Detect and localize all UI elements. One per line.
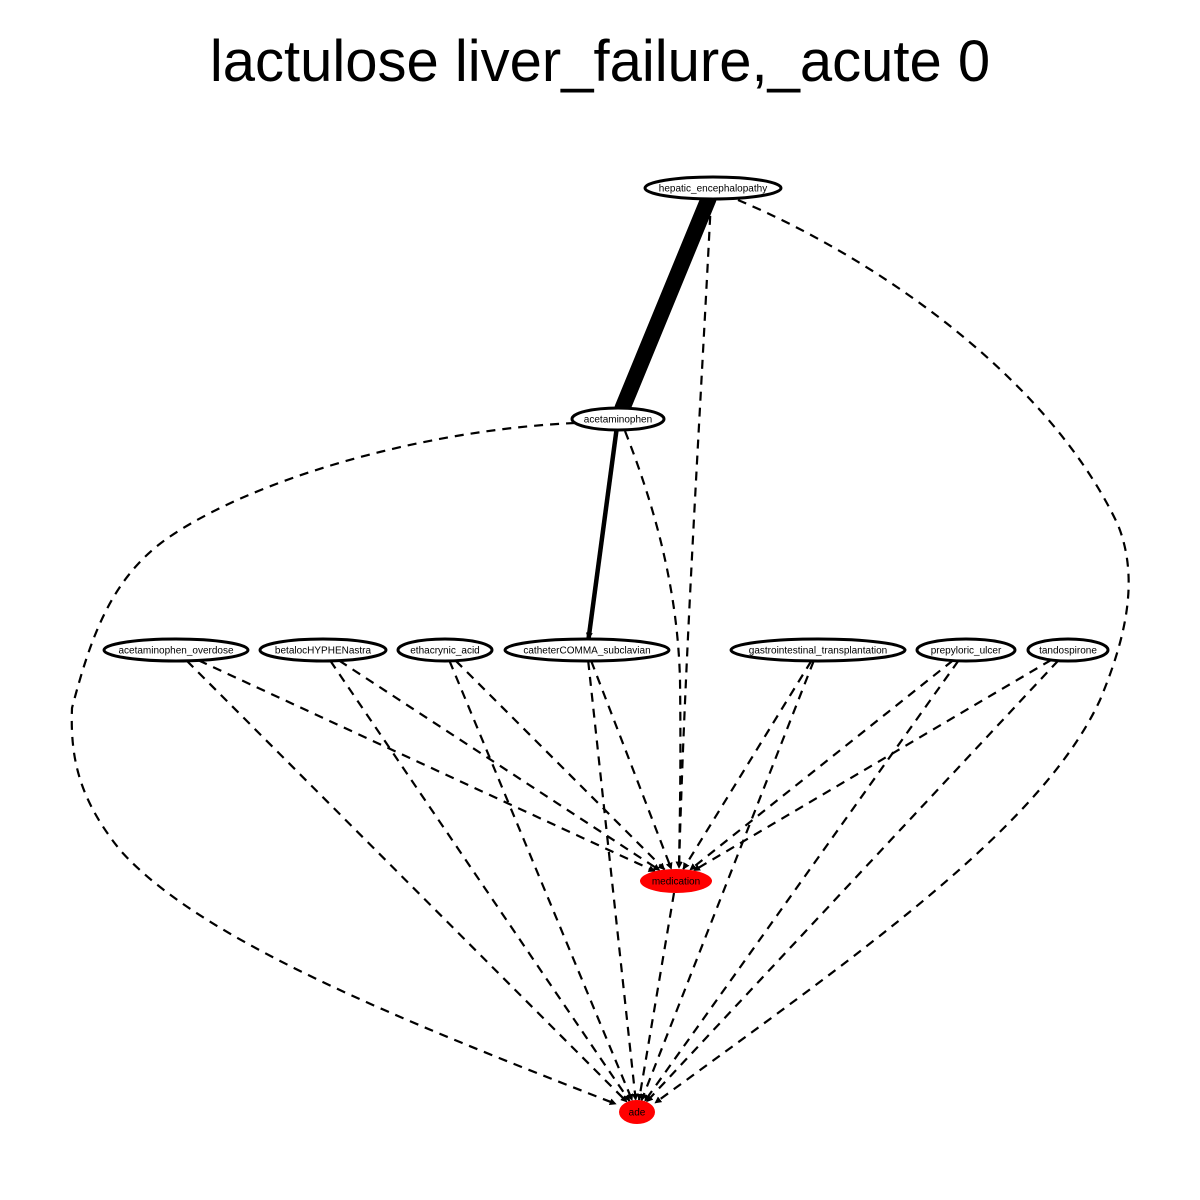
node-shape — [915, 637, 1017, 663]
edge-medication-to-ade — [636, 892, 676, 1101]
node-shape — [1026, 637, 1110, 663]
edge-prepyloric_ulcer-to-medication — [689, 659, 954, 871]
node-shape — [102, 637, 250, 663]
edge-acetaminophen_overdose-to-medication — [198, 659, 656, 873]
edge-catheterCOMMA_subclavian-to-medication — [590, 660, 673, 870]
node-prepyloric_ulcer[interactable]: prepyloric_ulcer — [915, 637, 1017, 663]
node-label: hepatic_encephalopathy — [659, 184, 767, 195]
node-shape — [396, 637, 494, 663]
edge-betalocHYPHENastra-to-medication — [338, 659, 661, 872]
node-shape — [640, 869, 712, 893]
node-shape — [619, 1100, 655, 1124]
node-label: betalocHYPHENastra — [275, 646, 372, 657]
node-shape — [729, 637, 907, 663]
node-shape — [570, 406, 666, 432]
graph-title: lactulose liver_failure,_acute 0 — [209, 29, 991, 94]
node-medication[interactable]: medication — [640, 869, 712, 893]
edge-hepatic_encephalopathy-to-medication — [675, 199, 713, 869]
edge-catheterCOMMA_subclavian-to-ade — [587, 660, 639, 1101]
node-shape — [258, 637, 388, 663]
node-shape — [643, 175, 783, 201]
node-shape — [503, 637, 671, 663]
edge-ethacrynic_acid-to-ade — [448, 660, 634, 1102]
edge-hepatic_encephalopathy-to-acetaminophen — [614, 191, 717, 417]
nodes-layer: hepatic_encephalopathy acetaminophen aceta… — [102, 175, 1110, 1124]
node-tandospirone[interactable]: tandospirone — [1026, 637, 1110, 663]
node-label: ade — [629, 1108, 646, 1119]
node-betalocHYPHENastra[interactable]: betalocHYPHENastra — [258, 637, 388, 663]
edge-acetaminophen-to-medication — [623, 430, 683, 869]
node-label: acetaminophen_overdose — [118, 646, 234, 657]
edges-layer — [70, 191, 1130, 1106]
edge-prepyloric_ulcer-to-ade — [643, 660, 960, 1102]
node-acetaminophen_overdose[interactable]: acetaminophen_overdose — [102, 637, 250, 663]
node-catheterCOMMA_subclavian[interactable]: catheterCOMMA_subclavian — [503, 637, 671, 663]
edge-tandospirone-to-medication — [693, 659, 1052, 872]
node-label: catheterCOMMA_subclavian — [523, 646, 650, 657]
edge-acetaminophen-to-catheterCOMMA_subclavian — [585, 429, 619, 640]
node-acetaminophen[interactable]: acetaminophen — [570, 406, 666, 432]
node-gastrointestinal_transplantation[interactable]: gastrointestinal_transplantation — [729, 637, 907, 663]
node-ethacrynic_acid[interactable]: ethacrynic_acid — [396, 637, 494, 663]
node-hepatic_encephalopathy[interactable]: hepatic_encephalopathy — [643, 175, 783, 201]
edge-hepatic_encephalopathy-to-ade — [654, 198, 1130, 1104]
edge-betalocHYPHENastra-to-ade — [329, 660, 631, 1102]
edge-acetaminophen_overdose-to-ade — [186, 660, 628, 1103]
edge-acetaminophen-to-ade — [70, 421, 617, 1106]
edge-ethacrynic_acid-to-medication — [454, 659, 666, 871]
edge-tandospirone-to-ade — [645, 659, 1059, 1103]
node-label: gastrointestinal_transplantation — [749, 646, 887, 657]
node-label: medication — [652, 877, 700, 888]
node-label: ethacrynic_acid — [410, 646, 479, 657]
node-label: prepyloric_ulcer — [931, 646, 1002, 657]
node-label: acetaminophen — [584, 415, 652, 426]
node-ade[interactable]: ade — [619, 1100, 655, 1124]
edge-gastrointestinal_transplantation-to-medication — [682, 660, 813, 870]
node-label: tandospirone — [1039, 646, 1097, 657]
